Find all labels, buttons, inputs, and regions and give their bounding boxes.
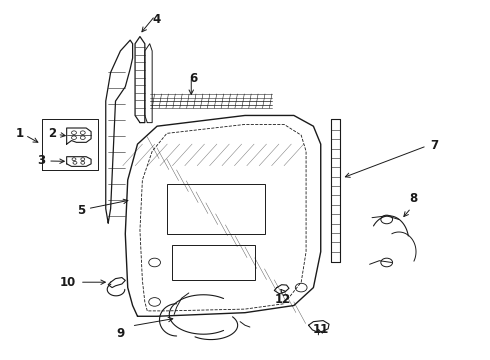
Text: 11: 11 <box>313 323 329 336</box>
Text: 10: 10 <box>60 276 76 289</box>
Text: 9: 9 <box>116 327 124 340</box>
Text: 4: 4 <box>153 13 161 26</box>
Text: 6: 6 <box>190 72 198 85</box>
Text: 5: 5 <box>77 204 85 217</box>
Text: 8: 8 <box>410 192 417 205</box>
Text: 2: 2 <box>48 127 56 140</box>
Bar <box>167 184 265 234</box>
Text: 12: 12 <box>275 293 291 306</box>
Text: 1: 1 <box>16 127 24 140</box>
Text: 3: 3 <box>37 154 45 167</box>
Bar <box>172 244 255 280</box>
Text: 7: 7 <box>431 139 439 152</box>
